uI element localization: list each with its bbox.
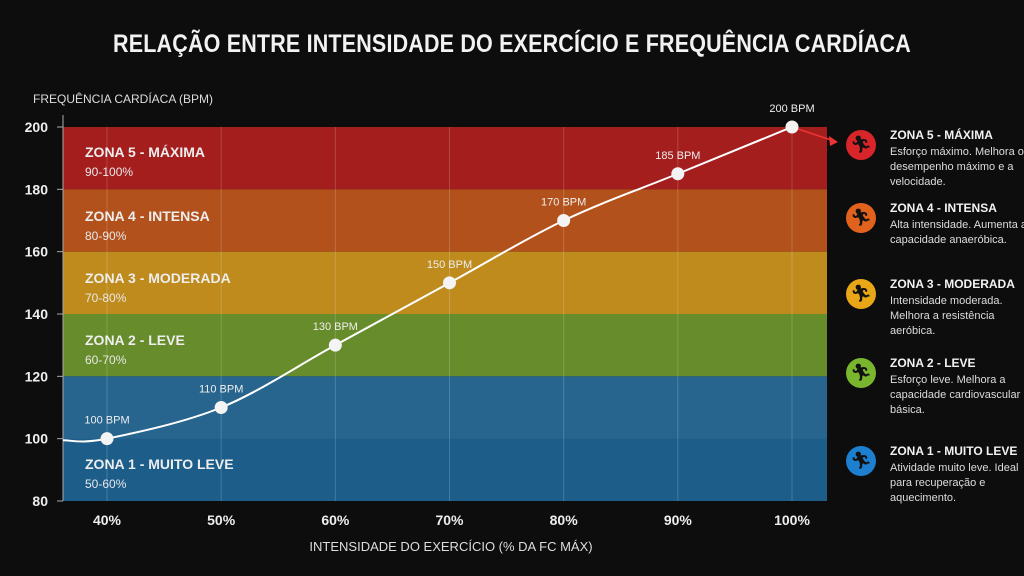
zone-label: ZONA 4 - INTENSA — [85, 208, 210, 224]
legend-desc: Esforço máximo. Melhora o desempenho máx… — [890, 146, 1024, 188]
legend-title: ZONA 4 - INTENSA — [890, 201, 997, 215]
zone-label: ZONA 3 - MODERADA — [85, 270, 231, 286]
data-label: 170 BPM — [541, 197, 586, 209]
trend-arrow-head — [829, 136, 838, 146]
legend-title: ZONA 2 - LEVE — [890, 356, 976, 370]
data-label: 185 BPM — [655, 150, 700, 162]
y-tick-label: 80 — [32, 493, 48, 509]
y-tick-label: 100 — [25, 431, 49, 447]
y-axis-label: FREQUÊNCIA CARDÍACA (BPM) — [33, 91, 213, 106]
legend-item: 🏃︎ ZONA 4 - INTENSA Alta intensidade. Au… — [846, 201, 1024, 271]
data-point — [214, 401, 228, 414]
data-label: 150 BPM — [427, 259, 472, 271]
x-tick-label: 70% — [435, 512, 464, 528]
legend-item: 🏃︎ ZONA 1 - MUITO LEVE Atividade muito l… — [846, 444, 1024, 514]
data-point — [328, 338, 342, 352]
zone-band — [63, 314, 827, 377]
runner-icon: 🏃︎ — [846, 203, 876, 233]
runner-icon: 🏃︎ — [846, 279, 876, 309]
zone-label: ZONA 2 - LEVE — [85, 332, 185, 348]
zone-band-highlight — [63, 376, 827, 439]
zone-range: 90-100% — [85, 165, 133, 179]
y-tick-label: 180 — [25, 181, 49, 197]
data-point — [100, 432, 114, 446]
data-label: 100 BPM — [84, 415, 129, 427]
runner-icon: 🏃︎ — [846, 358, 876, 388]
legend-desc: Esforço leve. Melhora a capacidade cardi… — [890, 374, 1021, 416]
data-point — [671, 167, 685, 181]
x-tick-label: 50% — [207, 512, 236, 528]
legend-desc: Atividade muito leve. Ideal para recuper… — [890, 462, 1019, 504]
x-tick-label: 60% — [321, 512, 350, 528]
x-tick-label: 90% — [664, 512, 693, 528]
zone-range: 70-80% — [85, 291, 127, 305]
legend-item: 🏃︎ ZONA 5 - MÁXIMA Esforço máximo. Melho… — [846, 128, 1024, 198]
data-label: 130 BPM — [313, 321, 358, 333]
x-tick-label: 80% — [550, 512, 579, 528]
zone-label: ZONA 5 - MÁXIMA — [85, 144, 205, 160]
legend-item: 🏃︎ ZONA 2 - LEVE Esforço leve. Melhora a… — [846, 356, 1024, 426]
runner-icon: 🏃︎ — [846, 130, 876, 160]
trend-arrow-line — [791, 126, 835, 142]
zone-label: ZONA 1 - MUITO LEVE — [85, 456, 234, 472]
legend-desc: Alta intensidade. Aumenta a capacidade a… — [890, 219, 1024, 246]
zone-range: 80-90% — [85, 229, 127, 243]
legend-title: ZONA 5 - MÁXIMA — [890, 128, 993, 142]
data-point — [443, 276, 456, 290]
data-label: 200 BPM — [769, 103, 814, 115]
data-label: 110 BPM — [199, 384, 243, 396]
x-axis-label: INTENSIDADE DO EXERCÍCIO (% DA FC MÁX) — [309, 539, 592, 554]
zone-range: 50-60% — [85, 477, 127, 491]
y-tick-label: 140 — [25, 306, 49, 322]
y-tick-label: 160 — [25, 244, 49, 260]
legend-title: ZONA 1 - MUITO LEVE — [890, 444, 1018, 458]
legend-desc: Intensidade moderada. Melhora a resistên… — [890, 295, 1003, 337]
legend-item: 🏃︎ ZONA 3 - MODERADA Intensidade moderad… — [846, 277, 1024, 347]
zone-band — [63, 376, 827, 501]
data-point — [785, 120, 799, 134]
legend-title: ZONA 3 - MODERADA — [890, 277, 1015, 291]
y-tick-label: 120 — [25, 368, 49, 384]
zone-band — [63, 127, 827, 190]
x-tick-label: 40% — [93, 512, 122, 528]
zone-band — [63, 189, 827, 252]
runner-icon: 🏃︎ — [846, 446, 876, 476]
y-tick-label: 200 — [25, 119, 49, 135]
x-tick-label: 100% — [774, 512, 810, 528]
zone-range: 60-70% — [85, 353, 127, 367]
chart-title: RELAÇÃO ENTRE INTENSIDADE DO EXERCÍCIO E… — [113, 30, 911, 58]
data-point — [557, 214, 571, 227]
